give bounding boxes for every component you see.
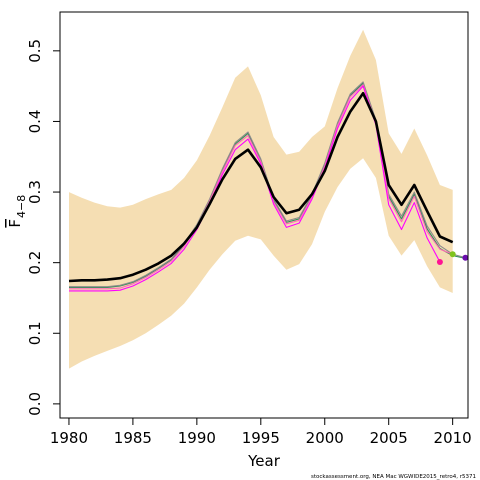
y-tick-label: 0.2 — [26, 251, 44, 275]
y-tick-label: 0.0 — [26, 392, 44, 416]
credit-note: stockassessment.org, NEA Mac WGWIDE2015_… — [311, 474, 476, 480]
end-point-1 — [436, 259, 443, 265]
y-tick-label: 0.4 — [26, 110, 44, 134]
y-axis-title-main: F — [6, 219, 24, 228]
y-axis: 0.0 0.1 0.2 0.3 0.4 0.5 — [26, 39, 61, 416]
x-tick-label: 1980 — [50, 429, 88, 447]
end-points-layer — [436, 251, 469, 265]
x-axis-title: Year — [247, 452, 281, 470]
end-point-2 — [449, 251, 456, 258]
x-tick-label: 2005 — [370, 429, 408, 447]
series-line-main — [68, 91, 454, 283]
x-tick-label: 1985 — [114, 429, 152, 447]
confidence-band-layer — [69, 29, 453, 369]
end-point-3 — [462, 254, 469, 261]
x-tick-label: 1990 — [178, 429, 216, 447]
y-tick-label: 0.5 — [26, 39, 44, 63]
series-line-retro-2 — [69, 84, 453, 290]
x-tick-label: 1995 — [242, 429, 280, 447]
x-tick-label: 2010 — [434, 429, 472, 447]
confidence-band — [69, 29, 453, 369]
series-lines-layer — [68, 81, 466, 292]
y-axis-title-sub: 4−8 — [15, 195, 28, 218]
y-tick-label: 0.3 — [26, 180, 44, 204]
x-axis: 1980 1985 1990 1995 2000 2005 2010 — [50, 417, 472, 447]
y-axis-title: F 4−8 — [6, 195, 28, 228]
x-tick-label: 2000 — [306, 429, 344, 447]
y-tick-label: 0.1 — [26, 321, 44, 345]
